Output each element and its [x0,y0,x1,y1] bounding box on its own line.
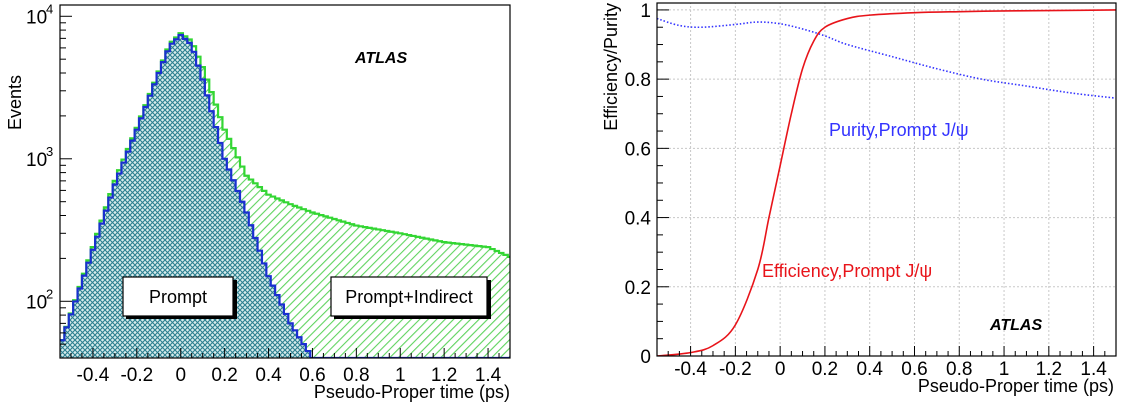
right-x-tick-label: 0.6 [901,359,927,380]
left-y-tick-base: 10 [26,292,47,313]
left-y-tick-base: 10 [26,150,47,171]
right-y-tick-label: 0.4 [625,209,652,230]
left-y-tick-exponent: 2 [46,286,53,301]
left-x-tick-label: 0.4 [255,365,282,386]
right-x-tick-label: 0 [775,359,786,380]
left-y-tick-label: 104 [26,1,53,28]
left-x-ticks: -0.4 -0.2 0 0.2 0.4 0.6 0.8 1 1.2 1.4 [70,348,511,386]
right-x-tick-label: 1.4 [1080,359,1107,380]
left-x-tick-label: -0.4 [77,365,110,386]
prompt-indirect-label: Prompt+Indirect [345,287,473,307]
prompt-indirect-label-box: Prompt+Indirect [330,276,491,319]
right-y-ticks: 0 0.2 0.4 0.6 0.8 1 [625,1,669,368]
left-y-tick-exponent: 4 [46,1,53,16]
right-y-axis-title: Efficiency/Purity [601,3,621,131]
left-x-tick-label: 0 [175,365,186,386]
left-y-tick-label: 102 [26,286,53,313]
left-y-tick-base: 10 [26,7,47,28]
left-x-axis-title: Pseudo-Proper time (ps) [314,382,510,402]
right-x-tick-label: 0.4 [856,359,883,380]
right-x-tick-label: 0.2 [812,359,838,380]
efficiency-line [657,9,1116,356]
right-x-tick-label: 1 [999,359,1010,380]
left-x-tick-label: 0.2 [211,365,237,386]
left-x-tick-label: 0.8 [343,365,369,386]
prompt-label: Prompt [149,287,207,307]
right-y-tick-label: 0.8 [625,70,651,91]
right-x-tick-label: 0.8 [946,359,972,380]
right-x-axis-title: Pseudo-Proper time (ps) [918,376,1114,396]
right-plot-frame [656,2,1117,357]
prompt-label-box: Prompt [122,276,237,319]
right-x-ticks: -0.4 -0.2 0 0.2 0.4 0.6 0.8 1 1.2 1.4 [667,346,1117,380]
purity-series-label: Purity,Prompt J/ψ [829,120,969,140]
efficiency-series-label: Efficiency,Prompt J/ψ [762,261,932,281]
left-x-tick-label: 0.6 [299,365,325,386]
left-y-tick-exponent: 3 [46,144,53,159]
right-chart: -0.4 -0.2 0 0.2 0.4 0.6 0.8 1 1.2 1.4 00.20.40.60… [601,1,1117,396]
right-plot-area [657,9,1116,356]
right-y-tick-label: 0.2 [625,278,651,299]
prompt-histogram-line [60,33,510,358]
right-atlas-label: ATLAS [989,317,1042,334]
right-x-tick-label: 1.2 [1036,359,1062,380]
left-x-tick-label: -0.2 [120,365,153,386]
right-y-tick-label: 0.6 [625,139,651,160]
left-x-tick-label: 1.4 [475,365,502,386]
right-x-tick-label: -0.2 [719,359,752,380]
purity-line [657,17,1116,99]
left-plot-frame [59,4,511,359]
left-atlas-label: ATLAS [354,50,407,67]
right-x-tick-label: -0.4 [674,359,707,380]
left-x-tick-label: 1.2 [431,365,457,386]
prompt-indirect-histogram-line [60,32,510,342]
left-x-tick-label: 1 [395,365,406,386]
left-y-tick-label: 103 [26,144,53,171]
right-y-tick-label: 0 [640,347,651,368]
right-y-tick-label: 1 [640,1,651,22]
left-y-axis-title: Events [5,75,25,130]
